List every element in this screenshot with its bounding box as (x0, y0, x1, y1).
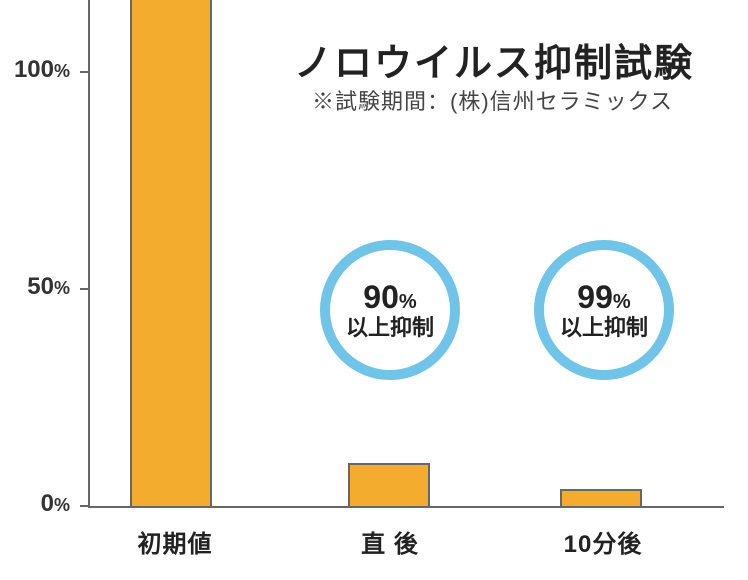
chart-subtitle: ※試験期間：(株)信州セラミックス (312, 84, 673, 116)
y-axis-line (88, 0, 90, 508)
badge-90: 90% 以上抑制 (320, 240, 460, 380)
badge-99: 99% 以上抑制 (534, 240, 674, 380)
bar-initial (130, 0, 212, 506)
y-tick-line-0 (80, 505, 88, 507)
x-label-10min: 10分後 (538, 524, 668, 559)
y-tick-line-100 (80, 71, 88, 73)
x-label-after: 直 後 (330, 524, 450, 559)
x-label-initial: 初期値 (110, 524, 240, 559)
bar-after (348, 463, 430, 507)
y-tick-line-50 (80, 288, 88, 290)
chart-title: ノロウイルス抑制試験 (294, 32, 694, 87)
y-tick-0: 0% (0, 490, 70, 518)
bar-10min (560, 489, 642, 506)
x-axis-line (88, 506, 724, 508)
bar-chart: 0% 50% 100% 初期値 直 後 10分後 ノロウイルス抑制試験 ※試験期… (0, 0, 748, 580)
y-tick-50: 50% (0, 273, 70, 301)
badge-ring-icon (534, 240, 674, 380)
y-tick-100: 100% (0, 56, 70, 84)
badge-ring-icon (320, 240, 460, 380)
